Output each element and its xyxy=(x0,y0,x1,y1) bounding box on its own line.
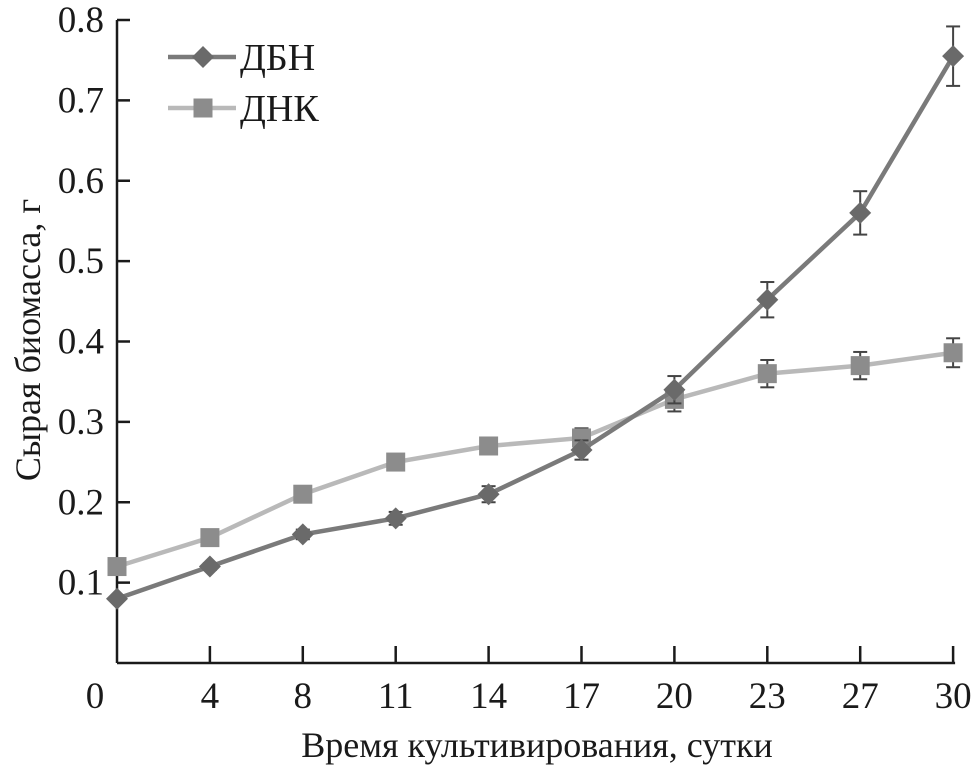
x-tick-label: 8 xyxy=(294,676,313,717)
y-tick-label: 0.1 xyxy=(58,563,104,604)
x-axis-title: Время культивирования, сутки xyxy=(301,725,773,765)
x-tick-label: 14 xyxy=(470,676,507,717)
data-point xyxy=(106,587,128,610)
series-line xyxy=(116,55,956,601)
legend-marker xyxy=(192,46,214,68)
series-dnk xyxy=(107,337,963,577)
data-point xyxy=(291,523,314,546)
series-line xyxy=(116,350,954,569)
y-tick-label: 0.3 xyxy=(58,402,104,443)
legend-item-dbn: ДБН xyxy=(168,37,315,79)
x-tick-label: 20 xyxy=(656,676,693,717)
legend-label: ДБН xyxy=(240,37,315,79)
series-dbn xyxy=(106,25,965,610)
x-tick-label: 27 xyxy=(842,676,879,717)
y-tick-label: 0.4 xyxy=(58,322,104,363)
legend-label: ДНК xyxy=(240,88,319,130)
y-tick-label: 0.6 xyxy=(58,161,104,202)
data-point xyxy=(850,356,870,376)
tick-labels: 0.1 0.2 0.3 0.4 0.5 0.6 0.7 0.8 0 4 8 11 14 17 20 23 27 3… xyxy=(58,0,972,717)
data-point xyxy=(849,201,872,224)
legend: ДБН ДНК xyxy=(168,37,319,130)
data-point xyxy=(200,528,220,548)
legend-marker xyxy=(193,98,213,118)
data-point xyxy=(477,483,500,506)
x-tick-label: 23 xyxy=(749,676,786,717)
data-point xyxy=(663,378,686,401)
x-tick-label: 0 xyxy=(86,676,105,717)
y-tick-label: 0.7 xyxy=(58,80,104,121)
data-point xyxy=(198,555,221,578)
data-point xyxy=(756,288,779,311)
data-point xyxy=(757,364,777,384)
data-point xyxy=(384,507,407,530)
y-axis-title: Сырая биомасса, г xyxy=(8,199,48,481)
legend-item-dnk: ДНК xyxy=(168,88,319,130)
x-tick-label: 30 xyxy=(935,676,972,717)
y-tick-label: 0.5 xyxy=(58,241,104,282)
data-point xyxy=(570,439,593,462)
x-tick-label: 4 xyxy=(201,676,220,717)
data-point xyxy=(386,452,406,472)
x-tick-label: 11 xyxy=(378,676,414,717)
data-point xyxy=(293,484,313,504)
y-tick-label: 0.8 xyxy=(58,0,104,41)
data-point xyxy=(572,428,591,448)
axes xyxy=(115,18,956,665)
y-tick-label: 0.2 xyxy=(58,482,104,523)
data-point xyxy=(943,343,963,363)
series-layer xyxy=(106,25,965,610)
x-tick-label: 17 xyxy=(563,676,600,717)
data-point xyxy=(479,436,499,456)
data-point xyxy=(942,45,965,68)
data-point xyxy=(107,557,127,577)
